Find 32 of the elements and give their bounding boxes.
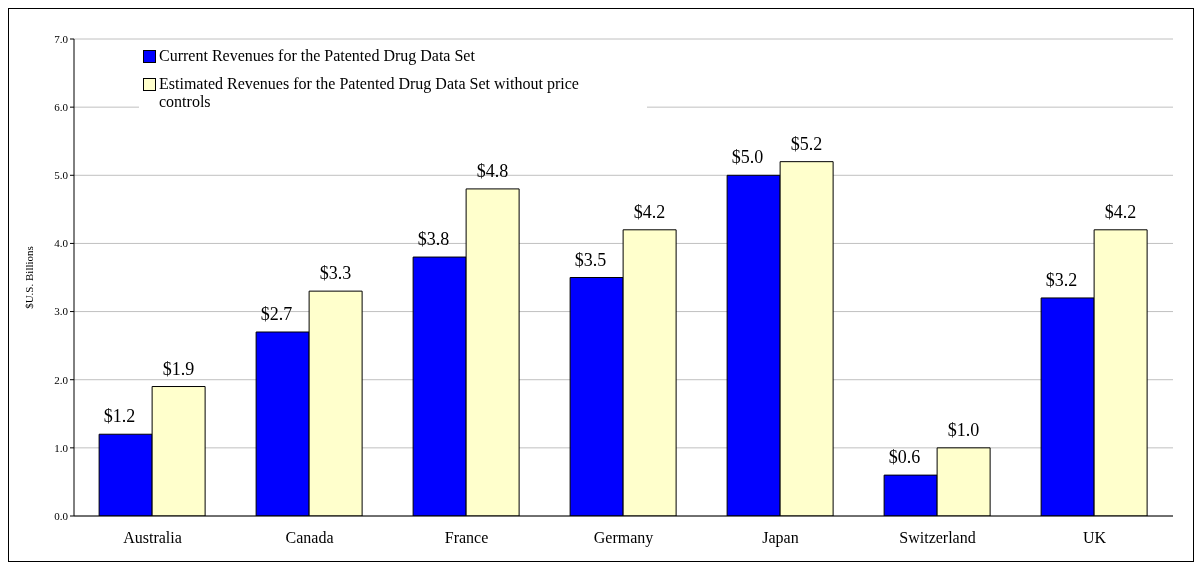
data-label: $4.8 (476, 160, 509, 181)
data-label: $1.2 (103, 406, 136, 427)
x-tick-label: Australia (123, 529, 182, 547)
y-tick-label: 5.0 (54, 169, 69, 182)
data-label: $3.2 (1045, 269, 1078, 290)
data-label: $3.8 (417, 229, 450, 250)
data-label: $4.2 (1104, 201, 1137, 222)
y-tick-label: 1.0 (54, 441, 69, 454)
data-label: $3.5 (574, 249, 607, 270)
data-label: $5.0 (731, 147, 764, 168)
data-label: $2.7 (260, 304, 293, 325)
y-tick-label: 3.0 (54, 305, 69, 318)
data-label: $0.6 (888, 447, 921, 468)
x-tick-label: Japan (762, 529, 799, 548)
y-tick-label: 6.0 (54, 101, 69, 114)
x-tick-label: Canada (285, 529, 334, 547)
y-axis-title: $U.S. Billions (22, 246, 35, 309)
x-tick-label: France (444, 529, 489, 547)
data-label: $3.3 (319, 263, 352, 284)
legend-label: Current Revenues for the Patented Drug Data Set (159, 47, 475, 65)
legend-label: Estimated Revenues for the Patented Drug Data Set without price controls (159, 75, 580, 111)
y-tick-label: 0.0 (54, 509, 69, 522)
x-tick-label: Switzerland (899, 529, 976, 547)
x-tick-label: Germany (593, 529, 654, 548)
y-tick-label: 4.0 (54, 237, 69, 250)
data-label: $4.2 (633, 201, 666, 222)
data-label: $5.2 (790, 133, 823, 154)
y-tick-label: 7.0 (54, 32, 69, 45)
data-label: $1.9 (162, 358, 195, 379)
x-tick-label: UK (1082, 529, 1107, 547)
y-tick-label: 2.0 (54, 373, 69, 386)
data-label: $1.0 (947, 419, 980, 440)
